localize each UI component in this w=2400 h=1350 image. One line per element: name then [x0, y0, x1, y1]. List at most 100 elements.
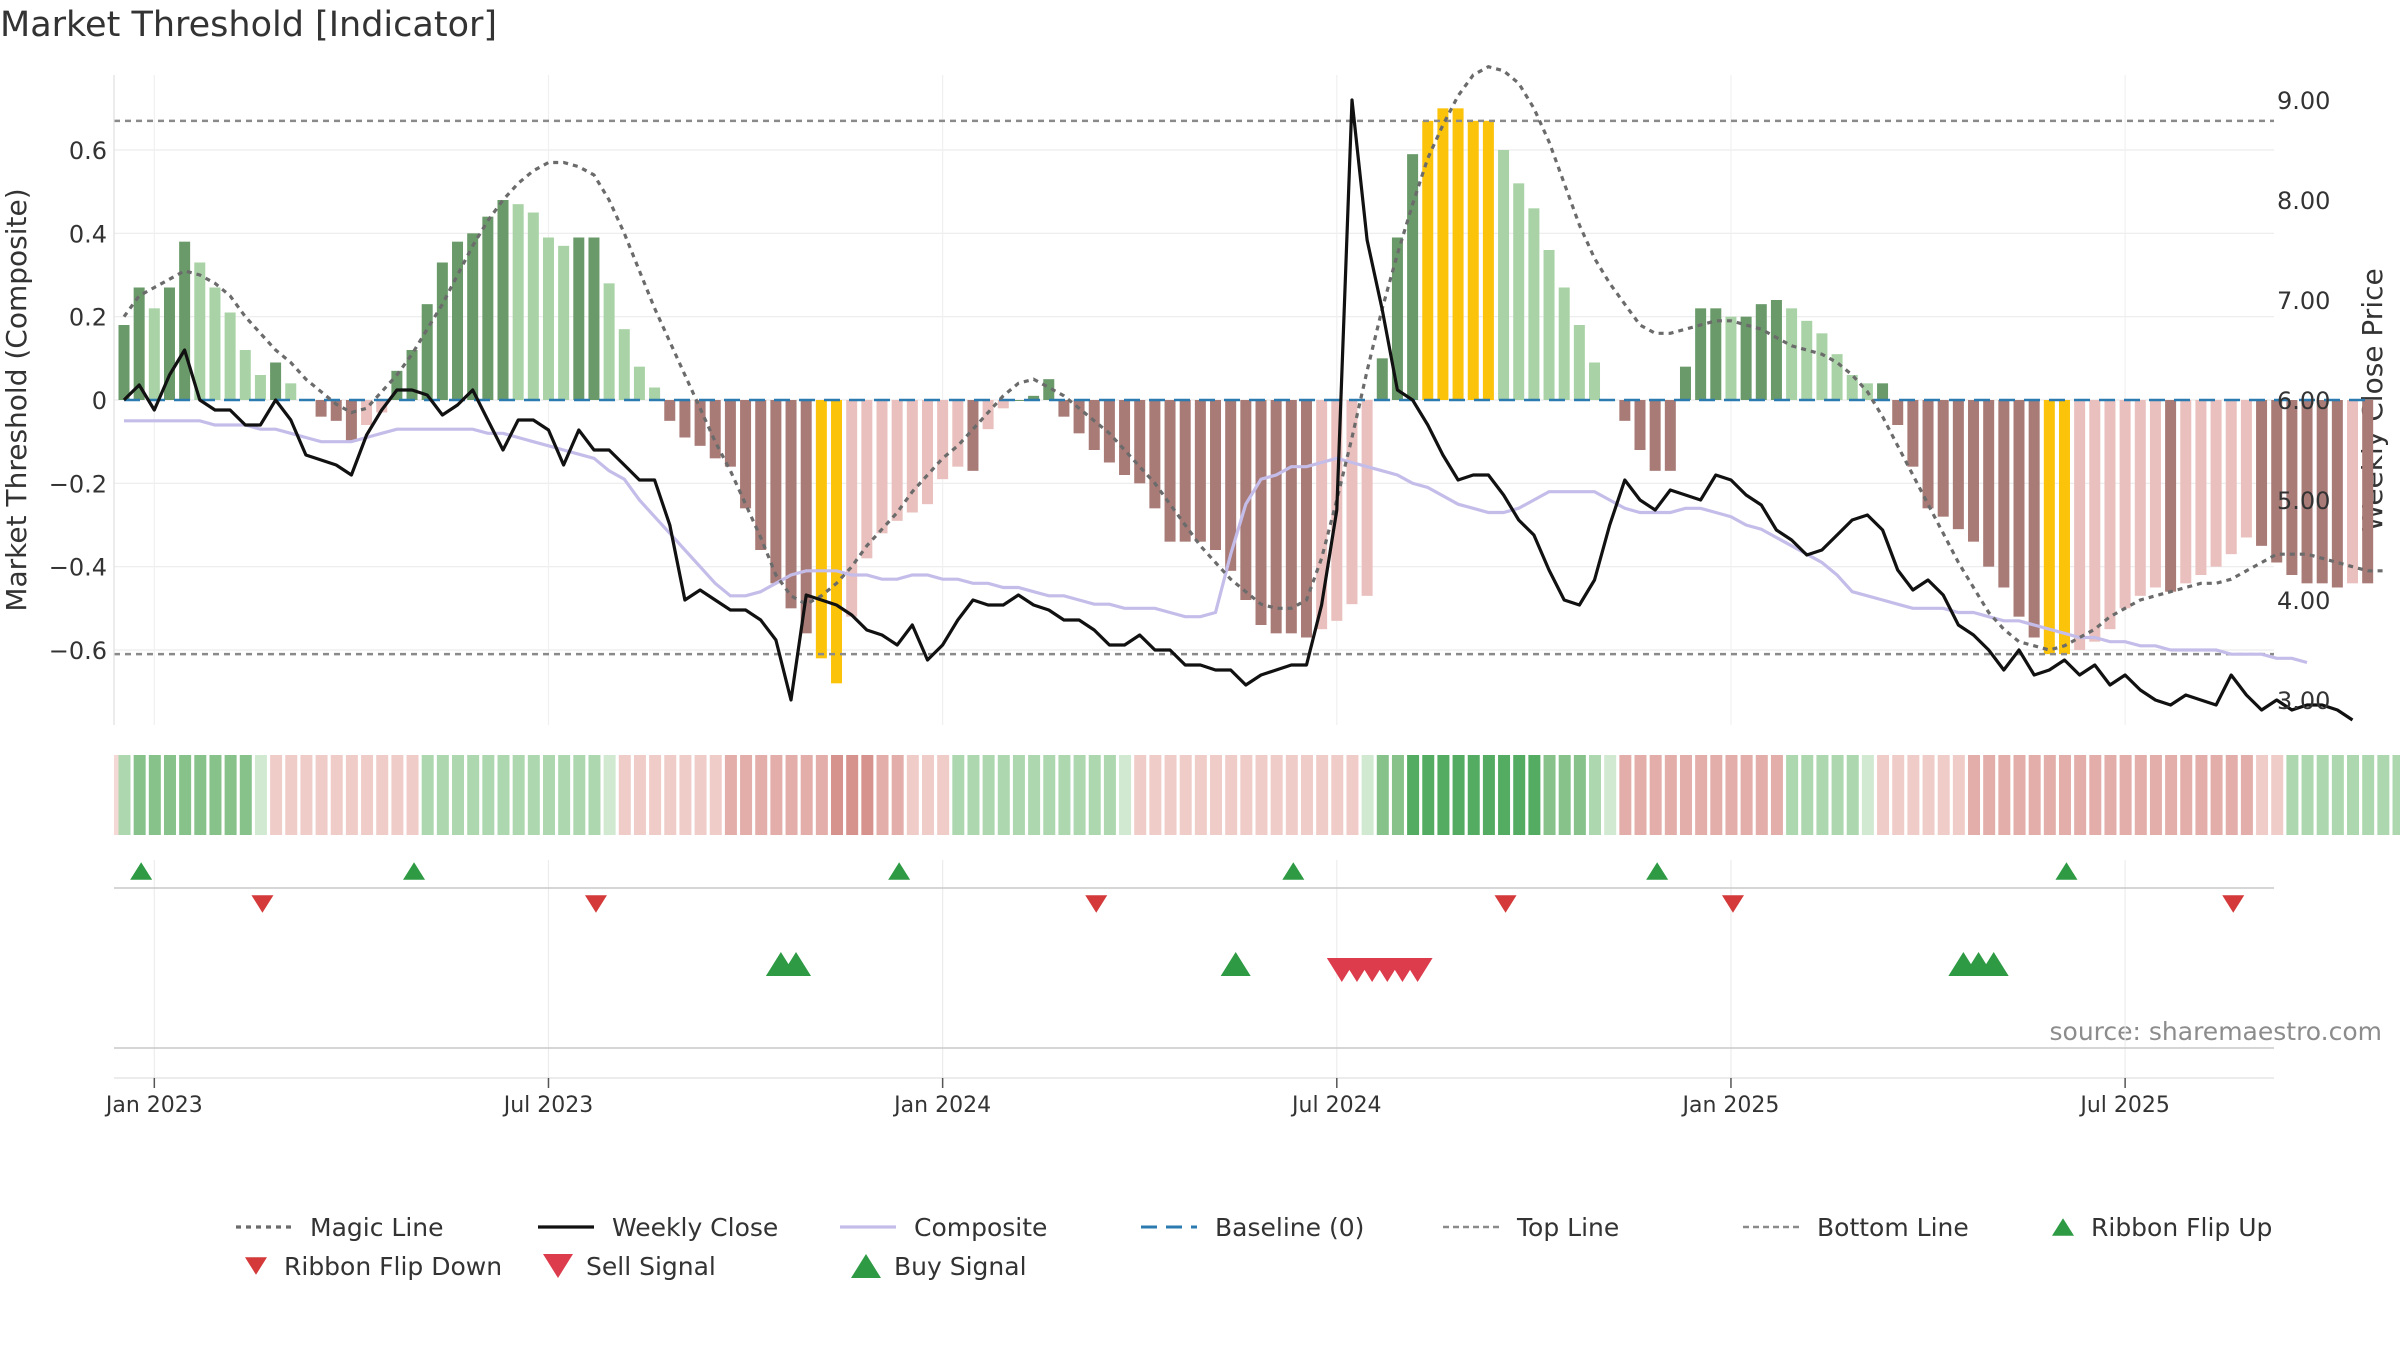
ribbon-cell-110	[1786, 755, 1799, 835]
ribbon-cell-86	[1422, 755, 1435, 835]
bar-53	[921, 400, 933, 505]
bar-60	[1028, 395, 1040, 400]
bar-55	[952, 400, 964, 467]
ribbon-cell-135	[2165, 755, 2178, 835]
bar-82	[1361, 400, 1373, 596]
ribbon-cell-59	[1012, 755, 1025, 835]
buy-signal-marker-5	[1978, 952, 2009, 976]
bar-64	[1088, 400, 1100, 450]
ribbon-cell-82	[1361, 755, 1374, 835]
ribbon-cell-120	[1937, 755, 1950, 835]
ribbon-cell-43	[770, 755, 783, 835]
ribbon-cell-92	[1513, 755, 1526, 835]
bar-119	[1922, 400, 1934, 509]
bar-112	[1816, 333, 1828, 400]
ribbon-cell-9	[254, 755, 267, 835]
bar-7	[224, 312, 236, 400]
ribbon-cell-106	[1725, 755, 1738, 835]
bar-137	[2195, 400, 2207, 575]
ribbon-cell-6	[209, 755, 222, 835]
ribbon-cell-128	[2058, 755, 2071, 835]
ribbon-cell-125	[2013, 755, 2026, 835]
ribbon-flip-down-marker-5	[2222, 895, 2245, 913]
ribbon-flip-up-marker-1	[403, 862, 426, 880]
ribbon-cell-108	[1755, 755, 1768, 835]
bar-142	[2271, 400, 2283, 563]
bar-71	[1194, 400, 1206, 542]
y-tick-right-1: 8.00	[2277, 187, 2330, 215]
legend-label-bottom: Bottom Line	[1817, 1213, 1969, 1242]
bar-11	[285, 383, 297, 400]
bar-97	[1589, 362, 1601, 400]
bar-84	[1391, 237, 1403, 400]
ribbon-cell-88	[1452, 755, 1465, 835]
ribbon-cell-101	[1649, 755, 1662, 835]
bar-9	[254, 375, 266, 400]
bar-52	[906, 400, 918, 513]
ribbon-cell-68	[1149, 755, 1162, 835]
bar-77	[1285, 400, 1297, 634]
bar-81	[1346, 400, 1358, 605]
ribbon-cell-109	[1770, 755, 1783, 835]
ribbon-cell-117	[1892, 755, 1905, 835]
bar-134	[2149, 400, 2161, 588]
bar-110	[1786, 308, 1798, 400]
ribbon-cell-78	[1300, 755, 1313, 835]
chart-title: Market Threshold [Indicator]	[0, 5, 497, 45]
ribbon-cell-31	[588, 755, 601, 835]
bar-56	[967, 400, 979, 471]
ribbon-cell-127	[2043, 755, 2056, 835]
ribbon-cell-102	[1664, 755, 1677, 835]
legend-label-top: Top Line	[1516, 1213, 1619, 1242]
ribbon-cell-58	[997, 755, 1010, 835]
legend-label-baseline: Baseline (0)	[1215, 1213, 1364, 1242]
bar-121	[1952, 400, 1964, 530]
bar-41	[740, 400, 752, 509]
ribbon-cell-20	[421, 755, 434, 835]
bar-127	[2043, 400, 2055, 655]
bar-6	[209, 287, 221, 400]
ribbon-cell-96	[1573, 755, 1586, 835]
bar-43	[770, 400, 782, 584]
bar-129	[2074, 400, 2086, 650]
bar-148	[2362, 400, 2374, 584]
ribbon-cell-41	[740, 755, 753, 835]
ribbon-flip-down-marker-1	[584, 895, 607, 913]
ribbon-cell-140	[2240, 755, 2253, 835]
bar-45	[800, 400, 812, 634]
bar-69	[1164, 400, 1176, 542]
ribbon-cell-112	[1816, 755, 1829, 835]
bar-31	[588, 237, 600, 400]
ribbon-cell-93	[1528, 755, 1541, 835]
ribbon-strip	[114, 755, 2400, 835]
legend-swatch-flipup	[2052, 1218, 2074, 1236]
bar-123	[1983, 400, 1995, 567]
bar-140	[2240, 400, 2252, 538]
ribbon-cell-62	[1058, 755, 1071, 835]
bar-46	[815, 400, 827, 659]
y-tick-left-1: 0.4	[69, 220, 107, 248]
bar-21	[436, 262, 448, 400]
ribbon-cell-136	[2180, 755, 2193, 835]
bar-90	[1482, 120, 1494, 400]
ribbon-cell-51	[891, 755, 904, 835]
ribbon-cell-111	[1801, 755, 1814, 835]
bar-88	[1452, 108, 1464, 400]
ribbon-cell-97	[1589, 755, 1602, 835]
ribbon-cell-56	[967, 755, 980, 835]
ribbon-cell-42	[755, 755, 768, 835]
ribbon-cell-141	[2256, 755, 2269, 835]
ribbon-cell-28	[542, 755, 555, 835]
bar-2	[148, 308, 160, 400]
ribbon-cell-73	[1225, 755, 1238, 835]
ribbon-cell-144	[2301, 755, 2314, 835]
bar-114	[1846, 375, 1858, 400]
ribbon-cell-72	[1210, 755, 1223, 835]
ribbon-cell-50	[876, 755, 889, 835]
ribbon-cell-27	[527, 755, 540, 835]
ribbon-cell-94	[1543, 755, 1556, 835]
ribbon-cell-1	[133, 755, 146, 835]
ribbon-cell-24	[482, 755, 495, 835]
y-tick-left-5: −0.4	[49, 554, 107, 582]
ribbon-cell-134	[2149, 755, 2162, 835]
